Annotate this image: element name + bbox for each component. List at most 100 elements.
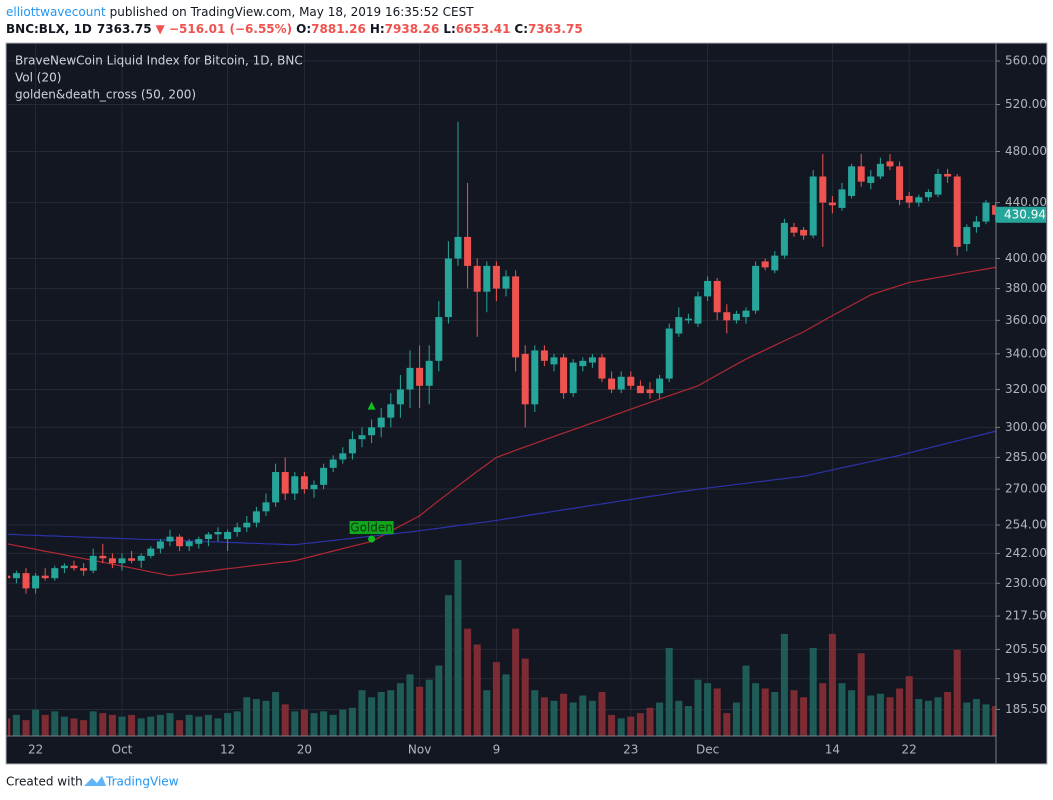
volume-bar — [723, 713, 731, 736]
x-tick-label: Dec — [696, 743, 719, 757]
footer-brand[interactable]: TradingView — [105, 775, 179, 789]
volume-bar — [569, 702, 577, 736]
volume-bar — [80, 720, 88, 736]
candle-body — [214, 531, 222, 535]
volume-bar — [8, 718, 11, 736]
candle-body — [281, 472, 289, 494]
volume-bar — [387, 690, 395, 736]
y-tick-label: 320.00 — [1005, 382, 1047, 396]
candle-body — [502, 276, 510, 289]
x-tick-label: 22 — [902, 743, 917, 757]
volume-bar — [51, 711, 59, 736]
candle-body — [243, 522, 251, 528]
volume-bar — [512, 628, 520, 736]
volume-bar — [272, 692, 280, 736]
cross-marker — [368, 535, 376, 543]
candle-body — [195, 539, 203, 544]
x-tick-label: 9 — [493, 743, 501, 757]
candle-body — [387, 404, 395, 418]
candle-body — [656, 378, 664, 394]
y-tick-label: 242.00 — [1005, 546, 1047, 560]
candle-body — [953, 176, 961, 247]
candle-body — [771, 255, 779, 271]
candle-body — [8, 575, 11, 579]
y-tick-label: 560.00 — [1005, 54, 1047, 68]
candle-body — [944, 173, 952, 177]
volume-bar — [224, 713, 232, 736]
volume-bar — [608, 714, 616, 736]
footer-text: Created with — [6, 775, 83, 789]
y-tick-label: 340.00 — [1005, 346, 1047, 360]
volume-bar — [99, 713, 107, 736]
candle-body — [464, 236, 472, 266]
candle-body — [329, 459, 337, 468]
candle-body — [512, 276, 520, 358]
volume-bar — [348, 707, 356, 736]
candle-body — [377, 417, 385, 428]
y-tick-label: 285.00 — [1005, 450, 1047, 464]
candle-body — [675, 317, 683, 334]
candle-body — [60, 565, 68, 569]
annotation-box — [349, 521, 394, 535]
candle-body — [348, 439, 356, 454]
volume-bar — [838, 683, 846, 736]
candle-body — [204, 534, 212, 540]
volume-bar — [243, 697, 251, 736]
candle-body — [89, 555, 97, 571]
y-tick-label: 254.00 — [1005, 518, 1047, 532]
candle-body — [982, 202, 990, 222]
volume-bar — [502, 674, 510, 736]
candle-body — [800, 229, 808, 236]
x-tick-label: 20 — [297, 743, 312, 757]
candle-body — [22, 573, 30, 589]
volume-bar — [560, 693, 568, 736]
y-tick-label: 300.00 — [1005, 420, 1047, 434]
candle-body — [291, 476, 299, 494]
candle-body — [118, 558, 126, 564]
price-label-box — [996, 206, 1046, 223]
logo — [84, 776, 106, 786]
volume-bar — [118, 716, 126, 736]
ohlc-key: C: — [514, 22, 528, 36]
published: published on TradingView.com, May 18, 20… — [110, 5, 475, 19]
candle-body — [809, 176, 817, 236]
volume-bar — [483, 690, 491, 736]
volume-bar — [771, 692, 779, 736]
volume-bar — [617, 718, 625, 736]
volume-bar — [60, 716, 68, 736]
volume-bar — [204, 714, 212, 736]
volume-bar — [22, 720, 30, 736]
candle-body — [694, 296, 702, 324]
volume-bar — [464, 628, 472, 736]
volume-bar — [963, 702, 971, 736]
candle-body — [742, 310, 750, 318]
volume-bar — [982, 704, 990, 736]
volume-bar — [924, 700, 932, 736]
volume-bar — [310, 713, 318, 736]
volume-bar — [992, 706, 996, 736]
candle-body — [224, 531, 232, 540]
volume-bar — [550, 700, 558, 736]
volume-bar — [684, 706, 692, 736]
candle-body — [108, 558, 116, 564]
x-tick-label: Oct — [112, 743, 133, 757]
volume-bar — [32, 709, 40, 736]
volume-bar — [339, 709, 347, 736]
y-tick-label: 440.00 — [1005, 195, 1047, 209]
volume-bar — [694, 679, 702, 736]
x-tick-label: 14 — [825, 743, 840, 757]
candle-body — [147, 548, 155, 556]
volume-bar — [41, 714, 49, 736]
change: ▼ −516.01 (−6.55%) — [156, 22, 293, 36]
volume-bar — [627, 716, 635, 736]
candle-body — [905, 195, 913, 203]
volume-bar — [329, 714, 337, 736]
candle-body — [483, 265, 491, 292]
candle-body — [272, 472, 280, 503]
volume-bar — [905, 676, 913, 736]
volume-bar — [320, 711, 328, 736]
author[interactable]: elliottwavecount — [6, 5, 106, 19]
volume-bar — [915, 699, 923, 736]
candle-body — [780, 222, 788, 256]
candle-body — [233, 527, 241, 532]
